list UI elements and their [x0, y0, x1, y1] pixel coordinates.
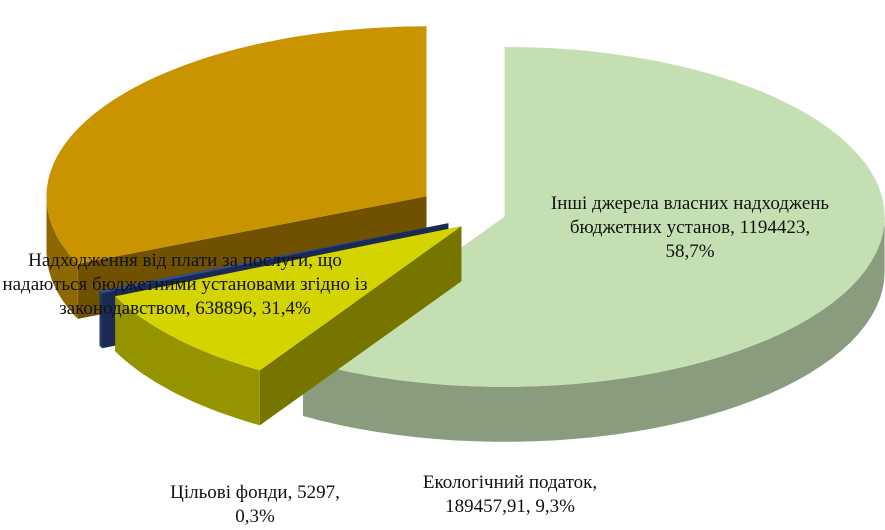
slice: [303, 46, 885, 387]
slice-side: [115, 296, 260, 426]
slice-side: [46, 196, 78, 319]
slice-label: Інші джерела власних надходжень бюджетни…: [550, 193, 830, 262]
slice-label: Екологічний податок, 189457,91, 9,3%: [422, 472, 598, 517]
slice-side: [303, 216, 885, 442]
slice: [115, 226, 462, 371]
slice: [46, 26, 427, 264]
slice: [99, 223, 449, 294]
slice-label: Надходження від плати за послуги, що над…: [2, 250, 368, 319]
slice-label: Цільові фонди, 5297, 0,3%: [170, 482, 340, 527]
slice-side: [99, 290, 103, 349]
